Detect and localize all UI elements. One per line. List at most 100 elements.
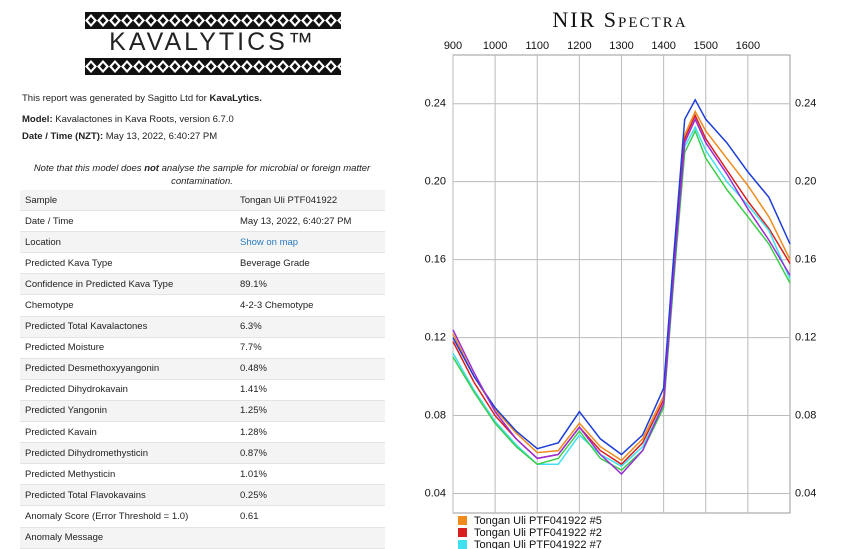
date: Date / Time (NZT): May 13, 2022, 6:40:27…: [22, 131, 217, 142]
brand: KavaLytics.: [209, 93, 262, 104]
note: Note that this model does not analyse th…: [22, 162, 382, 188]
table-row: Sample Tongan Uli PTF041922: [20, 190, 385, 212]
table-row: Predicted Desmethoxyyangonin 0.48%: [20, 358, 385, 380]
y-tick-label: 0.16: [425, 254, 446, 266]
logo-band: [85, 12, 341, 29]
label: Date / Time (NZT):: [22, 131, 104, 142]
cell-value: 7.7%: [235, 337, 385, 359]
cell-label: Predicted Kava Type: [20, 252, 235, 275]
cell-label: Predicted Methysticin: [20, 463, 235, 486]
cell-value: 1.01%: [235, 463, 385, 486]
x-tick-label: 1000: [483, 40, 507, 52]
table-row: Predicted Yangonin 1.25%: [20, 400, 385, 423]
cell-label: Sample: [20, 190, 235, 212]
cell-value: 1.28%: [235, 421, 385, 444]
note-text: Note that this model does: [33, 163, 145, 174]
value: Kavalactones in Kava Roots, version 6.7.…: [55, 114, 234, 125]
x-tick-label: 1200: [567, 40, 591, 52]
cell-value[interactable]: Show on map: [235, 231, 385, 254]
x-tick-label: 1500: [694, 40, 718, 52]
cell-label: Anomaly Message: [20, 527, 235, 549]
cell-value: 1.25%: [235, 400, 385, 423]
cell-value: 0.61: [235, 505, 385, 528]
intro: This report was generated by Sagitto Ltd…: [22, 93, 262, 104]
y-tick-label: 0.20: [425, 176, 446, 188]
y-tick-label: 0.12: [425, 332, 446, 344]
legend-swatch: [458, 516, 467, 525]
y-tick-label-right: 0.24: [795, 98, 816, 110]
y-tick-label: 0.08: [425, 409, 446, 421]
x-tick-label: 1300: [609, 40, 633, 52]
y-tick-label-right: 0.12: [795, 332, 816, 344]
cell-label: Confidence in Predicted Kava Type: [20, 273, 235, 296]
cell-label: Predicted Desmethoxyyangonin: [20, 358, 235, 380]
cell-label: Predicted Kavain: [20, 421, 235, 444]
y-tick-label-right: 0.16: [795, 254, 816, 266]
table-row: Predicted Moisture 7.7%: [20, 337, 385, 359]
note-text: analyse the sample for microbial or fore…: [158, 163, 371, 187]
cell-value: May 13, 2022, 6:40:27 PM: [235, 210, 385, 233]
cell-label: Predicted Moisture: [20, 337, 235, 359]
table-row: Predicted Total Kavalactones 6.3%: [20, 316, 385, 338]
x-tick-label: 900: [444, 40, 462, 52]
table-row: Predicted Methysticin 1.01%: [20, 463, 385, 486]
table-row: Predicted Kavain 1.28%: [20, 421, 385, 444]
legend-label: Tongan Uli PTF041922 #7: [474, 539, 602, 549]
table-row: Chemotype 4-2-3 Chemotype: [20, 294, 385, 317]
spectrum-line: [452, 109, 791, 462]
x-tick-label: 1400: [651, 40, 675, 52]
table-row: Location Show on map: [20, 231, 385, 254]
y-tick-label: 0.04: [425, 487, 446, 499]
cell-value: 89.1%: [235, 273, 385, 296]
x-tick-label: 1100: [525, 40, 549, 52]
table-row: Predicted Kava Type Beverage Grade: [20, 252, 385, 275]
model: Model: Kavalactones in Kava Roots, versi…: [22, 114, 234, 125]
table-row: Predicted Dihydrokavain 1.41%: [20, 379, 385, 401]
table-row: Predicted Total Flavokavains 0.25%: [20, 484, 385, 507]
cell-label: Date / Time: [20, 210, 235, 233]
cell-label: Predicted Total Kavalactones: [20, 316, 235, 338]
table-row: Confidence in Predicted Kava Type 89.1%: [20, 273, 385, 296]
note-bold: not: [144, 163, 159, 174]
cell-value: Tongan Uli PTF041922: [235, 190, 385, 212]
legend-label: Tongan Uli PTF041922 #2: [474, 527, 602, 539]
cell-label: Anomaly Score (Error Threshold = 1.0): [20, 505, 235, 528]
spectrum-line: [452, 125, 791, 468]
cell-value: [235, 527, 385, 549]
spectrum-line: [452, 117, 791, 476]
y-tick-label-right: 0.08: [795, 409, 816, 421]
table-row: Anomaly Score (Error Threshold = 1.0) 0.6…: [20, 505, 385, 528]
cell-label: Predicted Yangonin: [20, 400, 235, 423]
cell-value: 1.41%: [235, 379, 385, 401]
table-row: Anomaly Message: [20, 527, 385, 549]
cell-label: Chemotype: [20, 294, 235, 317]
cell-value: 4-2-3 Chemotype: [235, 294, 385, 317]
logo-band: [85, 58, 341, 75]
y-tick-label-right: 0.20: [795, 176, 816, 188]
cell-label: Predicted Dihydrokavain: [20, 379, 235, 401]
legend-swatch: [458, 540, 467, 549]
value: May 13, 2022, 6:40:27 PM: [105, 131, 218, 142]
label: Model:: [22, 114, 53, 125]
cell-value: Beverage Grade: [235, 252, 385, 275]
legend-swatch: [458, 528, 467, 537]
x-tick-label: 1600: [736, 40, 760, 52]
legend-label: Tongan Uli PTF041922 #5: [474, 515, 602, 527]
table-row: Date / Time May 13, 2022, 6:40:27 PM: [20, 210, 385, 233]
cell-label: Predicted Total Flavokavains: [20, 484, 235, 507]
y-tick-label: 0.24: [425, 98, 446, 110]
cell-label: Location: [20, 231, 235, 254]
spectrum-line: [452, 98, 791, 456]
cell-value: 0.25%: [235, 484, 385, 507]
report: KAVALYTICS™ This report was generated by…: [0, 0, 392, 549]
chart-title: NIR Spectra: [552, 7, 687, 32]
cell-value: 0.87%: [235, 442, 385, 465]
results-table: Sample Tongan Uli PTF041922 Date / Time May…: [20, 190, 385, 549]
cell-value: 0.48%: [235, 358, 385, 380]
y-tick-label-right: 0.04: [795, 487, 816, 499]
cell-value: 6.3%: [235, 316, 385, 338]
cell-label: Predicted Dihydromethysticin: [20, 442, 235, 465]
logo: KAVALYTICS™: [109, 28, 316, 56]
